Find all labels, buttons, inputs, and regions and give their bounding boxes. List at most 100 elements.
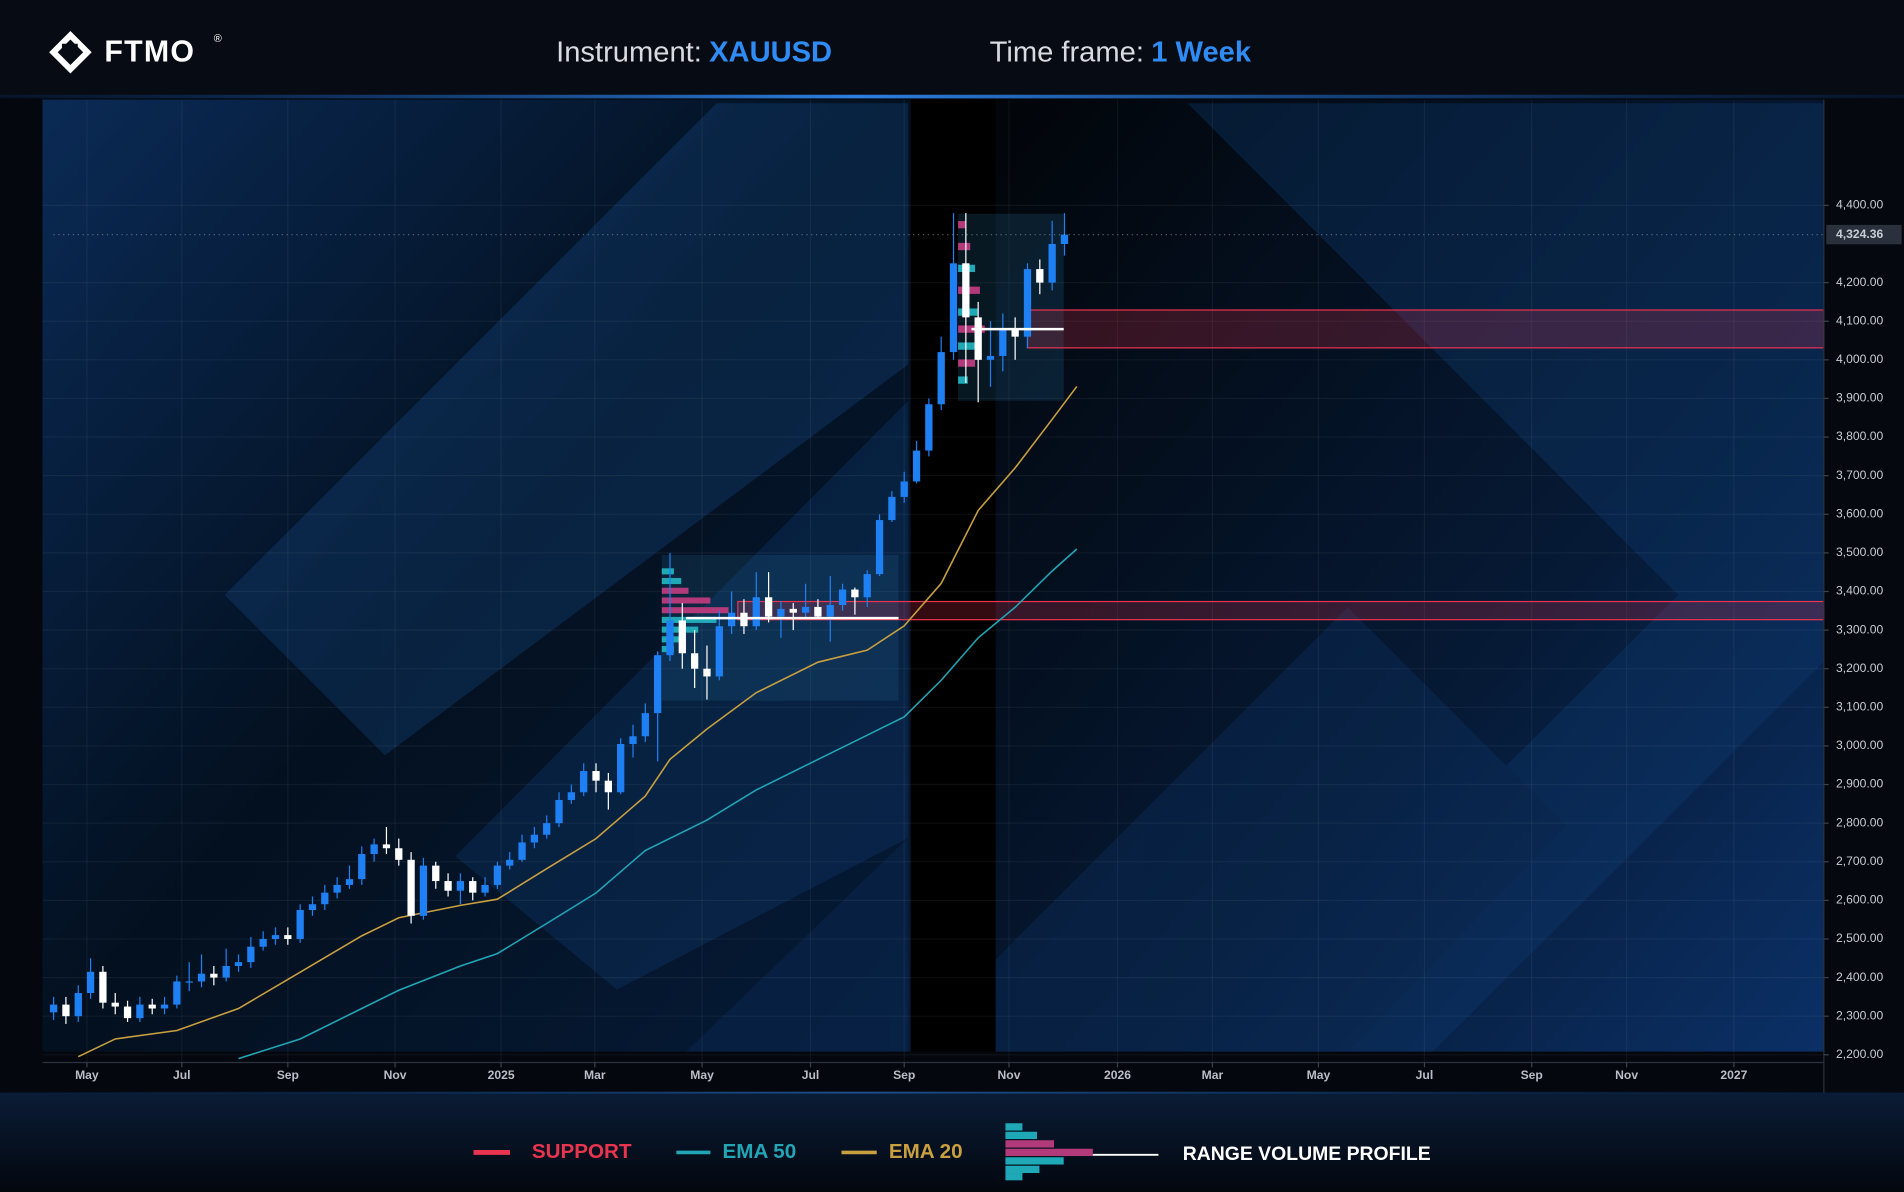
x-tick-label: May <box>690 1068 714 1082</box>
candle-body <box>395 848 403 860</box>
y-tick-label: 4,200.00 <box>1836 275 1883 289</box>
x-tick-label: Mar <box>584 1068 606 1082</box>
brand-shapes <box>224 103 1824 1052</box>
candle-body <box>99 971 107 1003</box>
shape <box>455 400 909 990</box>
profile-bar <box>958 359 976 367</box>
icon-bar <box>1005 1123 1023 1131</box>
y-tick-label: 3,600.00 <box>1836 506 1883 520</box>
candle-body <box>382 844 391 849</box>
y-tick-label: 2,900.00 <box>1836 777 1883 791</box>
candle-body <box>234 962 243 967</box>
candle-body <box>469 881 477 893</box>
candle-body <box>407 859 415 916</box>
y-tick-label: 3,500.00 <box>1836 545 1883 559</box>
candle-body <box>962 263 970 318</box>
logo-mark: ® <box>214 33 222 45</box>
candle-body <box>518 842 526 860</box>
candle-body <box>604 780 612 793</box>
poc-lines <box>686 327 1064 620</box>
y-tick-label: 2,800.00 <box>1836 815 1883 829</box>
candle-body <box>148 1004 156 1009</box>
candle-body <box>1060 234 1069 245</box>
candle-body <box>654 655 662 714</box>
candle-body <box>49 1004 58 1013</box>
icon-bar <box>1005 1165 1040 1174</box>
x-tick-label: Sep <box>893 1068 915 1082</box>
candle-body <box>345 879 354 885</box>
candle-body <box>506 859 514 866</box>
y-tick-label: 4,100.00 <box>1836 313 1883 327</box>
candle-body <box>1023 269 1032 337</box>
shape <box>1187 103 1824 1052</box>
ema-line <box>77 385 1078 1058</box>
candle-body <box>740 612 748 627</box>
candle-body <box>247 946 255 963</box>
x-tick-label: 2025 <box>488 1068 515 1082</box>
candle-body <box>937 352 945 405</box>
y-tick-label: 3,700.00 <box>1836 468 1883 482</box>
candle-body <box>715 626 723 677</box>
candle-body <box>333 884 341 893</box>
x-tick-label: 2027 <box>1720 1068 1747 1082</box>
y-tick-label: 3,000.00 <box>1836 738 1883 752</box>
x-tick-label: May <box>1307 1068 1331 1082</box>
candle-body <box>296 910 304 939</box>
candle-body <box>123 1006 132 1019</box>
candle-body <box>801 606 810 613</box>
candle-body <box>838 589 847 606</box>
candle-body <box>493 865 502 885</box>
candle-body <box>271 935 280 939</box>
profile-bar <box>958 342 980 350</box>
profile-bar <box>661 597 711 604</box>
candle-body <box>900 481 908 497</box>
profile-box <box>661 554 899 701</box>
footer-bg <box>0 1092 1904 1192</box>
y-tick-label: 4,400.00 <box>1836 198 1883 212</box>
candle-body <box>222 966 230 978</box>
axis-bg <box>1823 99 1904 1093</box>
volume-profiles <box>661 213 1064 701</box>
x-tick-label: Jul <box>173 1068 191 1082</box>
profile-bar <box>661 578 682 585</box>
candle-body <box>210 973 218 978</box>
plot-bg-right <box>995 99 1824 1052</box>
instrument: XAUUSD <box>709 36 832 68</box>
y-tick-label: 2,300.00 <box>1836 1008 1883 1022</box>
icon-bar <box>1005 1148 1093 1157</box>
candle-body <box>764 597 773 617</box>
legend-label: SUPPORT <box>532 1140 632 1163</box>
candle-body <box>629 736 637 744</box>
header-bg <box>0 0 1904 98</box>
y-tick-label: 3,800.00 <box>1836 429 1883 443</box>
footer-glow <box>0 1091 1904 1094</box>
profile-bar <box>661 607 729 614</box>
x-tick-label: 2026 <box>1104 1068 1131 1082</box>
profile-bar <box>958 242 971 251</box>
candle-body <box>678 620 686 654</box>
candle-body <box>580 771 588 793</box>
candle-body <box>666 620 674 656</box>
y-tick-label: 2,400.00 <box>1836 970 1883 984</box>
legend-label: EMA 20 <box>889 1140 963 1163</box>
last-price-box <box>1826 224 1902 245</box>
candle-body <box>370 844 378 855</box>
profile-bar <box>661 587 689 594</box>
candle-body <box>949 263 958 353</box>
profile-bar <box>661 568 674 575</box>
x-tick-label: Jul <box>802 1068 820 1082</box>
y-tick-label: 2,700.00 <box>1836 854 1883 868</box>
y-tick-label: 3,100.00 <box>1836 700 1883 714</box>
y-tick-label: 3,300.00 <box>1836 622 1883 636</box>
timeframe: 1 Week <box>1151 36 1252 68</box>
candle-body <box>777 608 785 617</box>
candle-body <box>863 574 871 598</box>
candle-body <box>259 938 267 947</box>
candle-body <box>814 606 822 617</box>
candle-body <box>432 865 440 882</box>
x-tick-label: Nov <box>1615 1068 1638 1082</box>
legend-label: EMA 50 <box>723 1140 797 1163</box>
candle-body <box>284 935 292 939</box>
candle-body <box>727 612 736 627</box>
